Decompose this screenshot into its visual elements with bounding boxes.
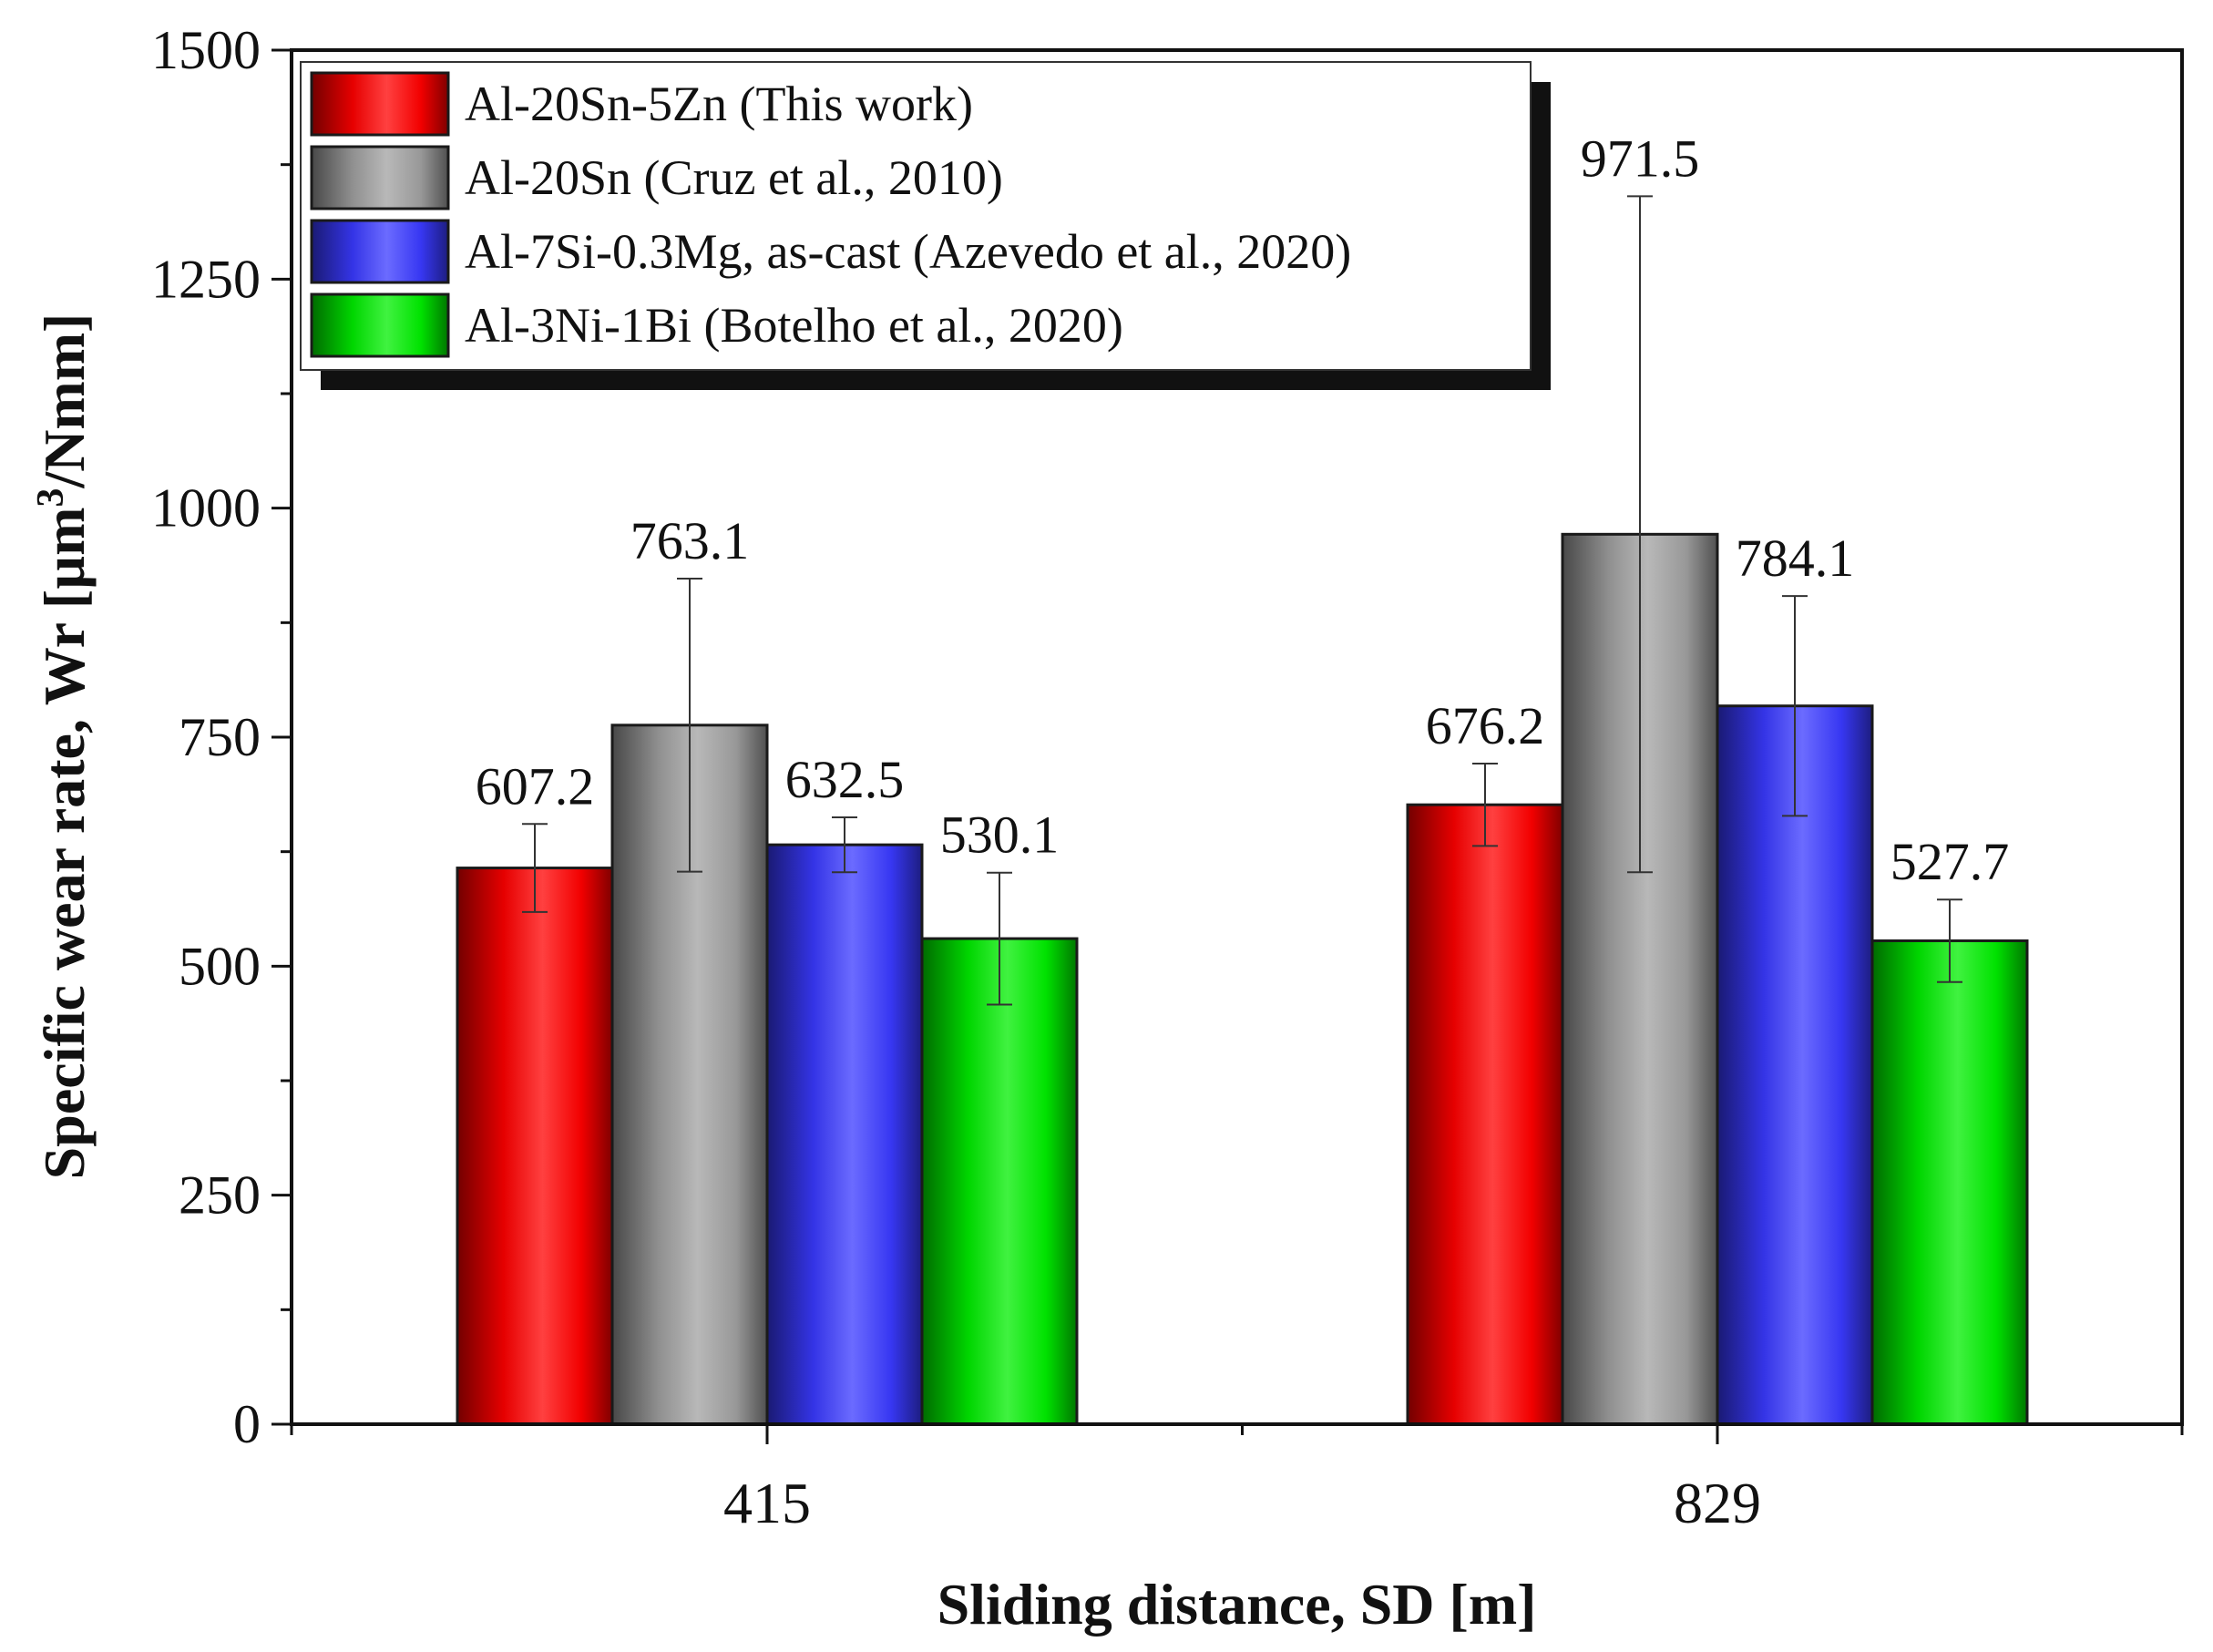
data-label: 784.1 bbox=[1736, 528, 1855, 588]
data-labels-layer: 607.2 676.2 763.1 971.5 632.5 784.1 530.1 527.7 bbox=[476, 128, 2010, 891]
legend-label: Al-7Si-0.3Mg, as-cast (Azevedo et al., 2… bbox=[465, 224, 1351, 279]
data-label: 971.5 bbox=[1581, 128, 1700, 188]
y-tick-label: 1250 bbox=[151, 249, 261, 309]
bar-al-7si-0.3mg,-415 bbox=[765, 843, 924, 1426]
axes-layer: 0 250 500 750 1000 1250 1500 415 829 bbox=[151, 20, 2184, 1535]
legend-label: Al-20Sn (Cruz et al., 2010) bbox=[465, 150, 1003, 205]
data-label: 530.1 bbox=[940, 805, 1060, 865]
legend-label: Al-3Ni-1Bi (Botelho et al., 2020) bbox=[465, 298, 1123, 353]
bar-al-3ni-1bi-415 bbox=[920, 937, 1079, 1426]
y-axis-title-tail: /Nmm] bbox=[32, 313, 97, 489]
y-axis-title-sup: 3 bbox=[30, 488, 72, 508]
legend-swatch bbox=[310, 145, 450, 210]
y-tick-label: 1000 bbox=[151, 478, 261, 539]
y-tick-label: 0 bbox=[233, 1394, 261, 1454]
data-label: 763.1 bbox=[630, 511, 750, 570]
legend-swatch bbox=[310, 71, 450, 137]
legend-label: Al-20Sn-5Zn (This work) bbox=[465, 77, 973, 131]
bars-layer bbox=[456, 532, 2029, 1426]
data-label: 676.2 bbox=[1426, 696, 1545, 755]
bar-al-3ni-1bi-829 bbox=[1870, 939, 2029, 1426]
x-tick-label: 829 bbox=[1674, 1471, 1761, 1535]
bar-al-20sn-5zn-829 bbox=[1406, 803, 1564, 1426]
bar-al-20sn-5zn-415 bbox=[456, 867, 614, 1426]
legend-swatch bbox=[310, 292, 450, 358]
y-tick-label: 750 bbox=[179, 707, 261, 767]
x-tick-label: 415 bbox=[723, 1471, 811, 1535]
y-tick-label: 500 bbox=[179, 936, 261, 996]
error-bars-layer bbox=[522, 195, 1962, 1006]
y-axis-title-main: Specific wear rate, Wr [µm bbox=[32, 508, 97, 1180]
data-label: 527.7 bbox=[1890, 832, 2010, 891]
legend-swatch bbox=[310, 219, 450, 284]
y-axis-title: Specific wear rate, Wr [µm3/Nmm] bbox=[30, 313, 97, 1180]
y-tick-label: 250 bbox=[179, 1165, 261, 1226]
x-axis-title: Sliding distance, SD [m] bbox=[937, 1572, 1537, 1637]
y-tick-label: 1500 bbox=[151, 20, 261, 80]
legend-box bbox=[300, 61, 1532, 371]
data-label: 607.2 bbox=[476, 756, 595, 816]
data-label: 632.5 bbox=[785, 750, 905, 809]
legend: Al-20Sn-5Zn (This work) Al-20Sn (Cruz et … bbox=[300, 61, 1551, 390]
